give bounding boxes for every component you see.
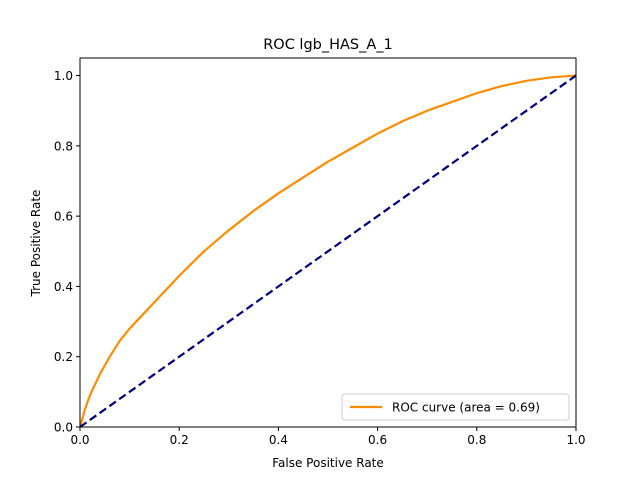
- legend-box: [341, 393, 570, 421]
- y-tick-label: 1.0: [54, 69, 73, 83]
- y-tick-label: 0.4: [54, 280, 73, 294]
- y-axis-label: True Positive Rate: [29, 190, 43, 298]
- x-tick-label: 1.0: [566, 433, 585, 447]
- legend-entry: ROC curve (area = 0.69): [392, 401, 540, 415]
- legend: ROC curve (area = 0.69): [341, 393, 570, 421]
- x-tick-label: 0.4: [269, 433, 288, 447]
- y-tick-label: 0.8: [54, 139, 73, 153]
- x-axis-label: False Positive Rate: [272, 456, 384, 470]
- chart-title: ROC lgb_HAS_A_1: [263, 37, 393, 53]
- axes-frame: [79, 57, 577, 428]
- roc-curve-line: [80, 74, 576, 427]
- x-tick-label: 0.0: [70, 433, 89, 447]
- y-tick-label: 0.0: [54, 421, 73, 435]
- y-tick-label: 0.6: [54, 210, 73, 224]
- x-tick-label: 0.2: [170, 433, 189, 447]
- axes: 0.0 0.2 0.4 0.6 0.8 1.0 0.0 0.2 0.4 0.6 0.8 1.0: [54, 57, 586, 447]
- diagonal-reference-line: [80, 74, 576, 427]
- plot-area: [80, 74, 576, 427]
- y-tick-label: 0.2: [54, 350, 73, 364]
- x-tick-label: 0.8: [467, 433, 486, 447]
- x-tick-label: 0.6: [368, 433, 387, 447]
